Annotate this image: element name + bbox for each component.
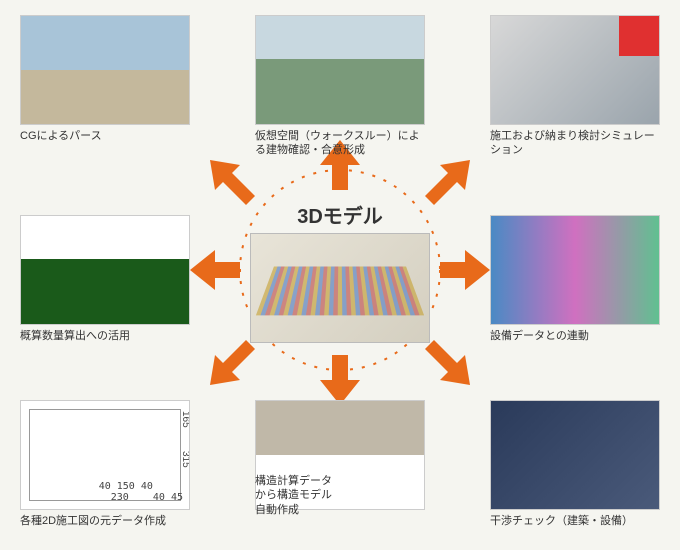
arrow-right <box>440 245 490 295</box>
thumb-sim <box>490 15 660 125</box>
thumb-equip <box>490 215 660 325</box>
arrow-down <box>290 355 390 405</box>
center-thumbnail <box>250 233 430 343</box>
center-label: 3Dモデル <box>250 200 430 229</box>
drawing-dim-1: 165 <box>180 411 190 428</box>
thumb-2d: 165 315 <box>20 400 190 510</box>
cell-construction-sim: 施工および納まり検討シミュレーション <box>490 15 660 158</box>
cell-2d-drawings: 165 315 各種2D施工図の元データ作成 <box>20 400 190 528</box>
center-hub: 3Dモデル <box>250 200 430 340</box>
caption-interference: 干渉チェック（建築・設備） <box>490 514 660 528</box>
thumb-cg <box>20 15 190 125</box>
cell-structural: 構造計算データから構造モデル自動作成 <box>255 400 425 510</box>
caption-equip: 設備データとの連動 <box>490 329 660 343</box>
caption-sim: 施工および納まり検討シミュレーション <box>490 129 660 158</box>
arrow-left <box>190 245 240 295</box>
cell-cg-perspective: CGによるパース <box>20 15 190 143</box>
caption-walkthrough: 仮想空間（ウォークスルー）による建物確認・合意形成 <box>255 129 425 158</box>
cell-qty-estimate: 概算数量算出への活用 <box>20 215 190 343</box>
thumb-interference <box>490 400 660 510</box>
caption-qty: 概算数量算出への活用 <box>20 329 190 343</box>
cell-interference: 干渉チェック（建築・設備） <box>490 400 660 528</box>
drawing-dim-2: 315 <box>180 451 190 468</box>
cell-equipment-data: 設備データとの連動 <box>490 215 660 343</box>
caption-cg: CGによるパース <box>20 129 190 143</box>
caption-structural: 構造計算データから構造モデル自動作成 <box>255 474 335 517</box>
caption-2d: 各種2D施工図の元データ作成 <box>20 514 190 528</box>
thumb-qty <box>20 215 190 325</box>
thumb-walkthrough <box>255 15 425 125</box>
cell-walkthrough: 仮想空間（ウォークスルー）による建物確認・合意形成 <box>255 15 425 158</box>
